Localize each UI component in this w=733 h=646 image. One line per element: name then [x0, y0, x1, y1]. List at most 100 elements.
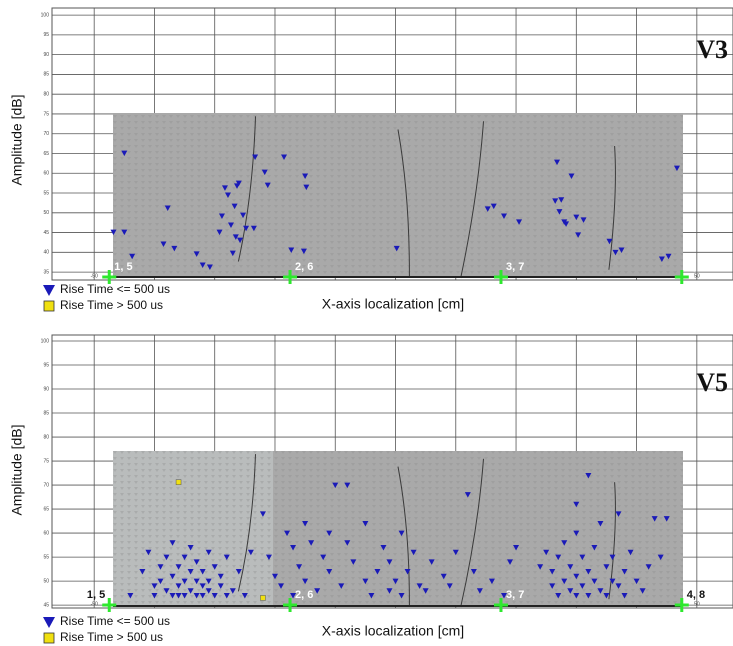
data-point — [561, 540, 568, 546]
data-point — [232, 234, 239, 240]
data-point — [500, 593, 507, 599]
data-point — [218, 213, 225, 219]
data-point — [169, 540, 176, 546]
data-point — [300, 248, 307, 255]
data-point — [621, 593, 628, 599]
sensor-marker — [493, 270, 508, 284]
data-point — [296, 564, 303, 570]
data-point — [665, 253, 672, 260]
x-axis-label: X-axis localization [cm] — [322, 623, 464, 639]
data-point — [278, 583, 285, 589]
data-point — [615, 511, 622, 517]
y-tick-label: 35 — [43, 269, 49, 275]
data-point — [235, 180, 242, 187]
y-tick-label: 55 — [43, 554, 49, 560]
data-point — [265, 554, 272, 561]
data-point — [573, 501, 580, 508]
data-point — [555, 554, 562, 561]
sensor-label: 4, 8 — [687, 589, 705, 601]
data-point — [175, 593, 182, 599]
data-point — [585, 569, 592, 575]
data-point — [163, 588, 170, 594]
data-point — [552, 198, 559, 204]
legend-swatch — [43, 300, 55, 312]
data-point — [217, 583, 224, 589]
data-point — [609, 554, 616, 561]
data-point — [556, 209, 563, 215]
data-point — [392, 578, 399, 585]
y-tick-label: 45 — [43, 602, 49, 608]
data-point — [231, 203, 238, 210]
sensor-label: 3, 7 — [506, 261, 524, 273]
data-point — [250, 225, 257, 232]
data-point — [175, 564, 182, 570]
data-point — [484, 206, 491, 212]
data-point — [308, 540, 315, 546]
data-point — [490, 203, 497, 210]
chart-title: V3 — [696, 35, 728, 64]
sensor-marker — [674, 270, 689, 284]
data-point — [290, 544, 297, 551]
data-point — [260, 595, 266, 601]
y-tick-label: 45 — [43, 230, 49, 236]
data-point — [362, 520, 369, 527]
data-point — [221, 185, 228, 191]
y-tick-label: 60 — [43, 171, 49, 177]
data-point — [537, 564, 544, 570]
data-point — [368, 593, 375, 599]
y-tick-label: 50 — [43, 210, 49, 216]
data-point — [350, 559, 357, 565]
y-tick-label: 50 — [43, 578, 49, 584]
data-point — [591, 544, 598, 551]
data-point — [199, 593, 206, 599]
data-point — [476, 588, 483, 594]
legend-label: Rise Time <= 500 us — [60, 614, 170, 628]
data-point — [302, 173, 309, 180]
y-tick-label: 65 — [43, 506, 49, 512]
sensor-marker — [493, 598, 508, 612]
data-point — [227, 222, 234, 229]
data-point — [121, 229, 128, 236]
sensor-marker — [283, 598, 298, 612]
data-point — [645, 564, 652, 570]
data-point — [579, 554, 586, 561]
data-point — [302, 520, 309, 527]
data-point — [563, 221, 570, 227]
data-point — [621, 569, 628, 575]
data-point — [549, 569, 556, 575]
data-point — [151, 583, 158, 589]
data-point — [223, 554, 230, 561]
data-point — [464, 492, 471, 498]
data-point — [229, 588, 236, 594]
y-tick-label: 60 — [43, 530, 49, 536]
data-point — [151, 593, 158, 599]
sensor-label: 1, 5 — [87, 589, 105, 601]
data-point — [663, 516, 670, 522]
data-point — [362, 578, 369, 585]
data-point — [398, 530, 405, 537]
legend-label: Rise Time <= 500 us — [60, 282, 170, 296]
data-point — [224, 192, 231, 198]
data-point — [216, 229, 223, 236]
y-tick-label: 80 — [43, 92, 49, 98]
y-tick-label: 70 — [43, 482, 49, 488]
data-point — [205, 549, 212, 556]
data-point — [237, 237, 244, 244]
data-point — [259, 511, 266, 517]
data-point — [181, 554, 188, 561]
data-point — [573, 593, 580, 599]
sensor-marker — [102, 270, 117, 284]
data-point — [609, 578, 616, 585]
specimen-texture — [113, 451, 683, 607]
data-point — [303, 184, 310, 191]
data-point — [344, 540, 351, 546]
sensor-label: 2, 6 — [295, 589, 313, 601]
data-point — [169, 573, 176, 580]
data-point — [516, 219, 523, 225]
data-point — [573, 573, 580, 580]
data-point — [320, 554, 327, 561]
data-point — [211, 564, 218, 570]
data-point — [206, 264, 213, 270]
data-point — [567, 588, 574, 594]
data-point — [658, 256, 665, 263]
